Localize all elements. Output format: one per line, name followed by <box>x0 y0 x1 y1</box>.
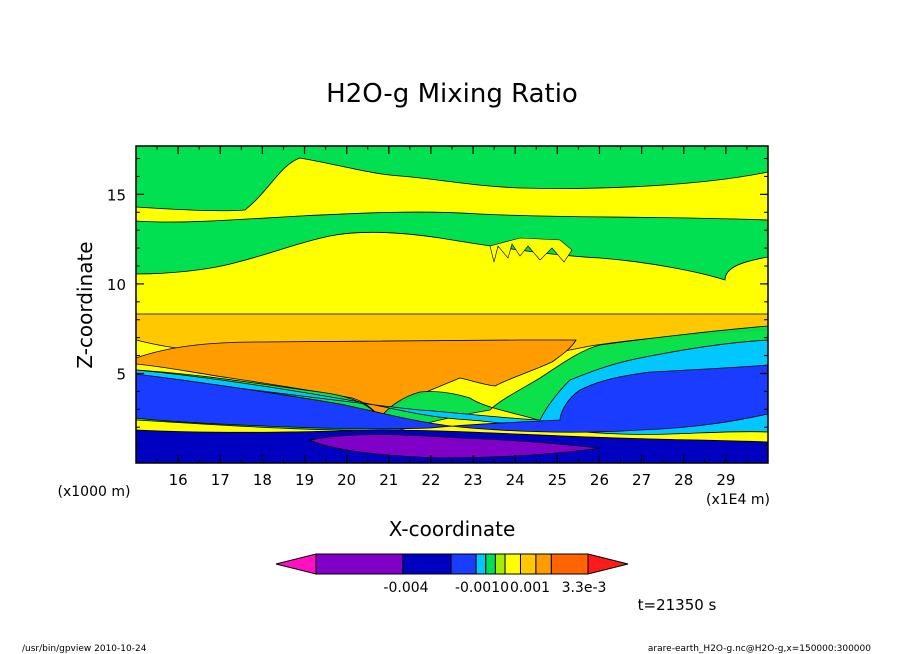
y-axis-label: Z-coordinate <box>73 241 97 368</box>
band-upper-green-tip <box>489 237 573 263</box>
y-tick-label: 15 <box>107 186 126 204</box>
x-tick-label: 25 <box>548 471 567 489</box>
band-lower-blue <box>136 364 768 433</box>
x-tick-label: 20 <box>337 471 356 489</box>
x-tick-label: 18 <box>253 471 272 489</box>
colorbar-segment <box>402 553 452 575</box>
x-axis-unit: (x1E4 m) <box>706 492 770 508</box>
colorbar-label-1: -0.004 <box>383 580 428 596</box>
time-label: t=21350 s <box>638 596 717 614</box>
band-purple <box>308 434 601 459</box>
x-tick-label: 23 <box>464 471 483 489</box>
colorbar-segment <box>550 553 589 575</box>
x-tick-label: 24 <box>506 471 525 489</box>
y-tick-label: 5 <box>116 365 126 383</box>
colorbar-segment <box>494 553 506 575</box>
plot-area <box>136 146 768 463</box>
x-axis-label: X-coordinate <box>389 517 516 541</box>
colorbar-min-arrow <box>275 553 317 575</box>
colorbar-segment <box>475 553 487 575</box>
x-tick-label: 17 <box>211 471 230 489</box>
y-ticks: 5 10 15 <box>107 158 768 446</box>
colorbar-segment <box>450 553 477 575</box>
footer-left: /usr/bin/gpview 2010-10-24 <box>22 644 147 654</box>
chart-title: H2O-g Mixing Ratio <box>326 79 578 109</box>
colorbar-segment <box>519 553 537 575</box>
colorbar <box>275 553 629 575</box>
colorbar-label-2: -0.0010 <box>455 580 509 596</box>
colorbar-label-3: 0.001 <box>510 580 550 596</box>
colorbar-labels: -0.004 -0.0010 0.001 3.3e-3 <box>383 580 606 596</box>
x-tick-label: 29 <box>716 471 735 489</box>
x-tick-label: 27 <box>632 471 651 489</box>
footer-right: arare-earth_H2O-g.nc@H2O-g,x=150000:3000… <box>648 644 871 654</box>
colorbar-segment <box>535 553 552 575</box>
x-tick-label: 19 <box>295 471 314 489</box>
x-tick-label: 21 <box>379 471 398 489</box>
colorbar-segment <box>504 553 521 575</box>
band-upper-green-lower <box>136 211 768 281</box>
x-tick-label: 22 <box>421 471 440 489</box>
colorbar-segment <box>485 553 496 575</box>
colorbar-label-4: 3.3e-3 <box>562 580 607 596</box>
colorbar-segment <box>315 553 404 575</box>
y-tick-label: 10 <box>107 276 126 294</box>
x-tick-label: 28 <box>674 471 693 489</box>
colorbar-max-arrow <box>587 553 629 575</box>
y-axis-unit: (x1000 m) <box>58 484 131 500</box>
band-upper-green <box>136 146 768 212</box>
x-ticks: 16 17 18 19 20 21 22 23 24 25 26 27 28 29 <box>156 146 748 489</box>
x-tick-label: 16 <box>169 471 188 489</box>
x-tick-label: 26 <box>590 471 609 489</box>
